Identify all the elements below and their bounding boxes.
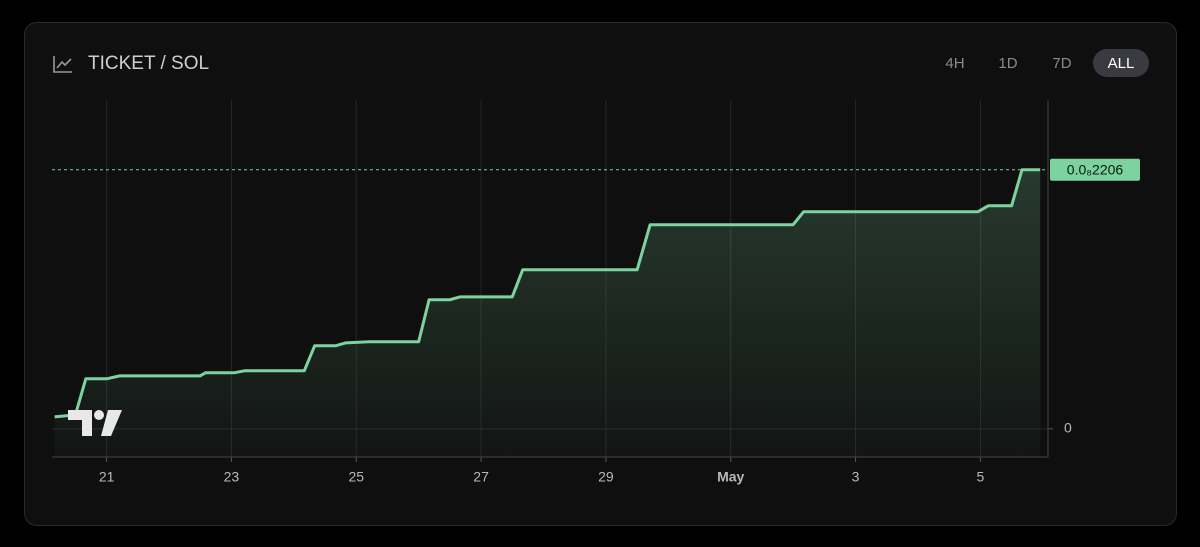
- x-tick-label: 5: [976, 469, 984, 485]
- range-button[interactable]: 1D: [998, 55, 1017, 72]
- chart-title: TICKET / SOL: [88, 53, 209, 74]
- range-button[interactable]: 7D: [1052, 55, 1071, 72]
- chart-icon: [53, 56, 72, 73]
- x-tick-label: 29: [598, 469, 614, 485]
- range-button-bg: [1093, 49, 1149, 77]
- price-line: [54, 168, 1041, 419]
- range-button[interactable]: 4H: [945, 55, 964, 72]
- x-tick-label: 21: [99, 469, 115, 485]
- range-button[interactable]: ALL: [1108, 55, 1135, 72]
- last-price-badge: [1050, 158, 1140, 181]
- y-tick-label: 0: [1064, 420, 1072, 436]
- x-tick-label: May: [717, 469, 744, 485]
- x-tick-label: 27: [473, 469, 489, 485]
- area: [54, 169, 1041, 457]
- tv-logo: [68, 410, 122, 436]
- x-tick-label: 25: [348, 469, 364, 485]
- x-tick-label: 23: [224, 469, 240, 485]
- x-tick-label: 3: [852, 469, 860, 485]
- last-price-label: 0.0₈2206: [1067, 161, 1124, 177]
